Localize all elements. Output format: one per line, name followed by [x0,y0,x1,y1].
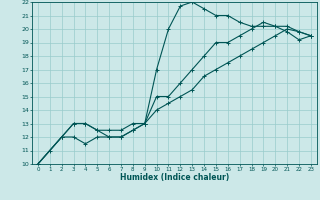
X-axis label: Humidex (Indice chaleur): Humidex (Indice chaleur) [120,173,229,182]
